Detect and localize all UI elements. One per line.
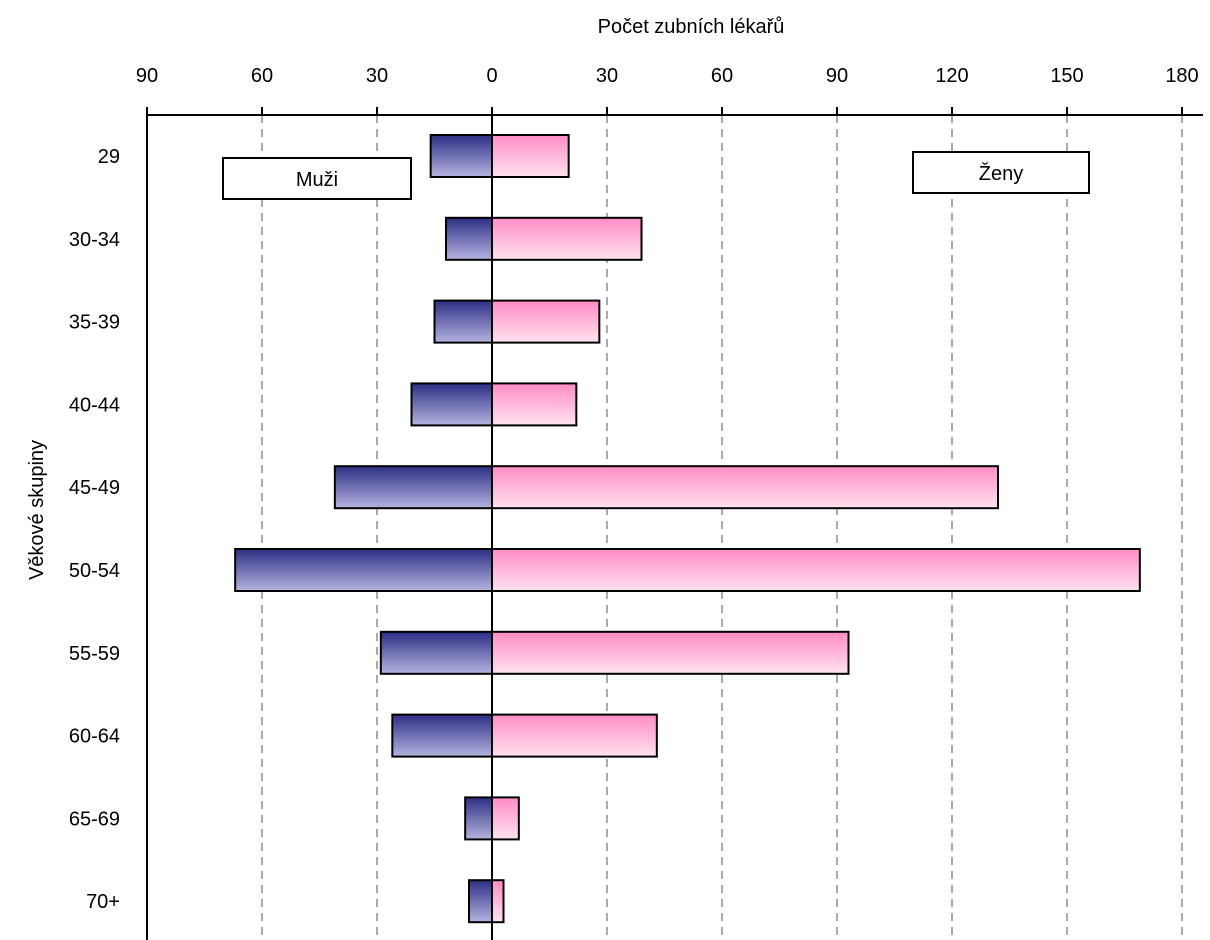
x-tick-label: 90 [136,65,158,87]
bar-men [464,796,493,841]
bar-women [491,216,643,261]
bars [234,134,1141,924]
bar-women [491,548,1141,592]
bar-women [491,382,578,427]
category-labels: 29 30-34 35-39 40-44 45-49 50-54 55-59 60-64 65-… [69,146,120,913]
category-label: 40-44 [69,394,120,416]
bar-men [433,299,493,344]
category-label: 35-39 [69,312,120,334]
legend-women-label: Ženy [979,162,1023,185]
bar-women [491,879,505,924]
category-label: 30-34 [69,229,120,251]
x-tick-label: 30 [596,65,618,87]
x-tick-label: 60 [251,65,273,87]
category-label: 50-54 [69,560,120,582]
bar-men [468,879,493,924]
legend-men-box [222,157,412,200]
legend-women: Ženy [912,151,1090,194]
x-axis-title: Počet zubních lékařů [598,16,785,38]
bar-men [391,713,494,758]
bar-women [491,299,601,344]
x-tick-label: 90 [826,65,848,87]
x-tick-label: 180 [1165,65,1198,87]
gridlines [261,115,1183,940]
x-tick-label: 60 [711,65,733,87]
bar-women [491,465,999,510]
y-axis-title: Věkové skupiny [26,440,48,580]
x-tick-label: 150 [1050,65,1083,87]
category-label: 70+ [86,891,120,913]
bar-men [333,465,494,510]
x-tick-label: 120 [935,65,968,87]
category-label: 65-69 [69,808,120,830]
bar-women [491,134,570,178]
bar-men [234,548,494,592]
category-label: 29 [98,146,120,168]
bar-women [491,630,850,675]
bar-women [491,796,520,841]
bar-men [379,630,494,675]
category-label: 55-59 [69,643,120,665]
bar-men [429,134,493,178]
category-label: 45-49 [69,477,120,499]
axes [146,107,1203,940]
bar-men [445,216,493,261]
tick-labels: 90 60 30 0 30 60 90 120 150 180 [136,65,1199,87]
legend-men-label: Muži [296,169,338,191]
category-label: 60-64 [69,726,120,748]
x-tick-label: 0 [486,65,497,87]
bar-women [491,713,658,758]
bar-men [410,382,493,427]
legend-men: Muži [222,157,412,200]
x-tick-label: 30 [366,65,388,87]
legend-women-box [912,151,1090,194]
